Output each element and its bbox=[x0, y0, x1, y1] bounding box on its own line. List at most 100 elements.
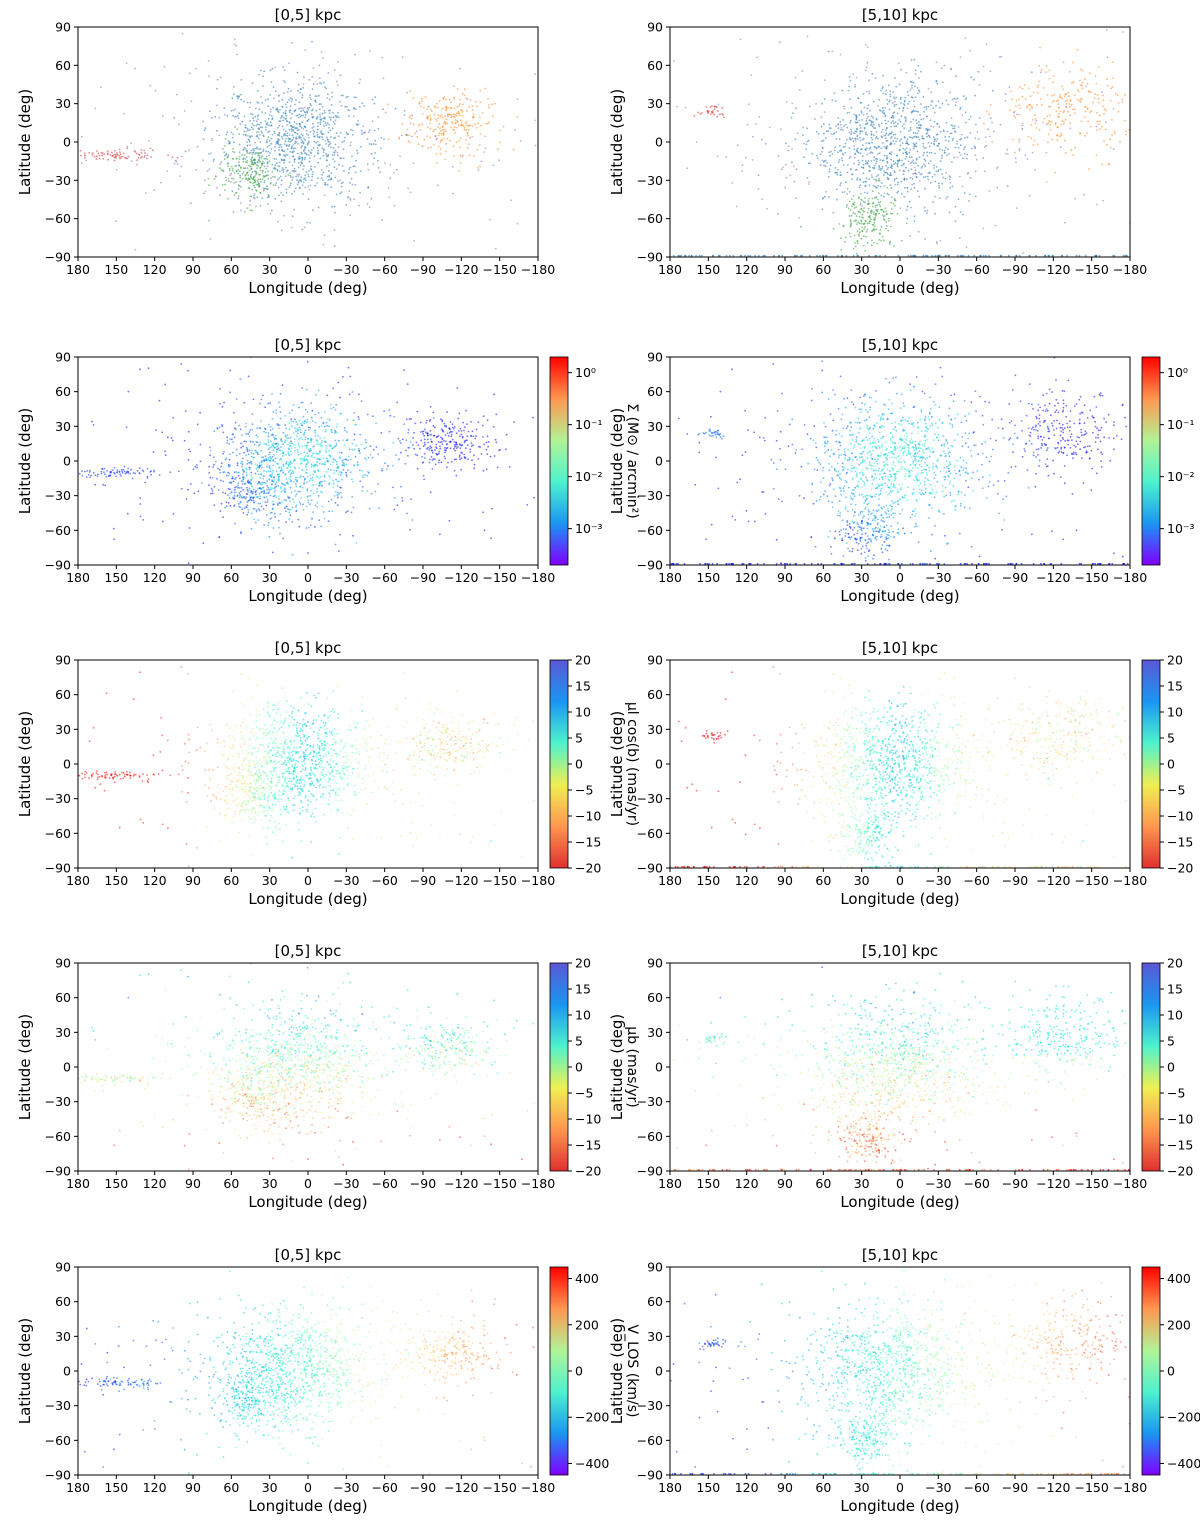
data-point bbox=[429, 447, 431, 450]
data-point bbox=[829, 154, 831, 157]
data-point bbox=[232, 477, 234, 480]
data-point bbox=[837, 169, 839, 171]
data-point bbox=[127, 155, 130, 158]
data-point bbox=[1072, 108, 1074, 111]
data-point bbox=[928, 145, 931, 148]
data-point bbox=[319, 443, 322, 445]
data-point bbox=[1004, 100, 1007, 102]
data-point bbox=[298, 438, 301, 440]
data-point bbox=[950, 124, 953, 127]
data-point bbox=[88, 471, 91, 473]
data-point bbox=[298, 137, 301, 140]
data-point bbox=[187, 430, 190, 433]
data-point bbox=[143, 149, 146, 152]
data-point bbox=[276, 134, 279, 136]
data-point bbox=[475, 435, 477, 437]
data-point bbox=[232, 451, 234, 454]
data-point bbox=[468, 154, 471, 157]
data-point bbox=[1036, 86, 1039, 88]
data-point bbox=[299, 422, 302, 425]
data-point bbox=[709, 113, 712, 116]
data-point bbox=[297, 175, 300, 178]
data-point bbox=[284, 134, 287, 137]
data-point bbox=[426, 135, 429, 138]
data-point bbox=[327, 170, 330, 172]
data-point bbox=[104, 473, 106, 475]
data-point bbox=[339, 74, 342, 77]
data-point bbox=[889, 93, 892, 96]
data-point bbox=[273, 157, 276, 160]
data-point bbox=[284, 140, 287, 143]
data-point bbox=[1034, 169, 1036, 171]
data-point bbox=[343, 170, 345, 172]
data-point bbox=[838, 149, 841, 152]
data-point bbox=[119, 157, 122, 160]
data-point bbox=[964, 146, 966, 149]
data-point bbox=[284, 112, 287, 115]
data-point bbox=[241, 473, 244, 476]
data-point bbox=[210, 492, 212, 495]
data-point bbox=[906, 138, 909, 141]
data-point bbox=[264, 171, 267, 174]
data-point bbox=[374, 96, 377, 98]
data-point bbox=[138, 467, 141, 470]
data-point bbox=[232, 136, 234, 139]
data-point bbox=[878, 177, 880, 180]
data-point bbox=[315, 141, 317, 144]
data-point bbox=[258, 509, 261, 512]
data-point bbox=[443, 455, 446, 458]
data-point bbox=[235, 485, 238, 488]
data-point bbox=[1008, 86, 1011, 89]
data-point bbox=[298, 187, 301, 190]
data-point bbox=[466, 439, 468, 442]
data-point bbox=[853, 201, 856, 204]
data-point bbox=[288, 121, 291, 123]
data-point bbox=[103, 471, 105, 473]
data-point bbox=[273, 479, 276, 481]
data-point bbox=[267, 117, 270, 120]
data-point bbox=[909, 176, 912, 179]
data-point bbox=[142, 519, 145, 521]
data-point bbox=[266, 501, 269, 503]
data-point bbox=[311, 108, 314, 111]
data-point bbox=[1017, 98, 1020, 100]
data-point bbox=[453, 427, 455, 430]
data-point bbox=[273, 476, 275, 479]
data-point bbox=[330, 469, 332, 471]
data-point bbox=[296, 179, 298, 181]
data-point bbox=[221, 184, 224, 186]
data-point bbox=[284, 484, 286, 486]
data-point bbox=[349, 197, 352, 200]
data-point bbox=[241, 120, 244, 123]
data-point bbox=[352, 534, 354, 537]
data-point bbox=[310, 113, 313, 115]
data-point bbox=[925, 147, 927, 149]
data-point bbox=[403, 110, 406, 112]
data-point bbox=[274, 489, 276, 492]
data-point bbox=[996, 186, 999, 189]
data-point bbox=[272, 480, 275, 483]
data-point bbox=[148, 140, 150, 142]
data-point bbox=[1073, 108, 1076, 111]
data-point bbox=[1096, 111, 1098, 114]
data-point bbox=[268, 144, 271, 147]
data-point bbox=[233, 86, 235, 88]
data-point bbox=[871, 72, 874, 75]
x-tick-label: −120 bbox=[444, 262, 478, 277]
data-point bbox=[318, 482, 321, 485]
data-point bbox=[102, 483, 105, 486]
data-point bbox=[821, 102, 823, 105]
data-point bbox=[408, 418, 411, 421]
data-point bbox=[309, 426, 312, 429]
data-point bbox=[393, 204, 396, 207]
data-point bbox=[281, 469, 284, 472]
data-point bbox=[305, 468, 308, 471]
data-point bbox=[458, 114, 461, 117]
data-point bbox=[417, 444, 420, 447]
data-point bbox=[296, 123, 298, 125]
data-point bbox=[262, 486, 264, 489]
data-point bbox=[262, 508, 265, 510]
data-point bbox=[234, 488, 237, 491]
data-point bbox=[286, 443, 289, 446]
data-point bbox=[318, 77, 321, 80]
